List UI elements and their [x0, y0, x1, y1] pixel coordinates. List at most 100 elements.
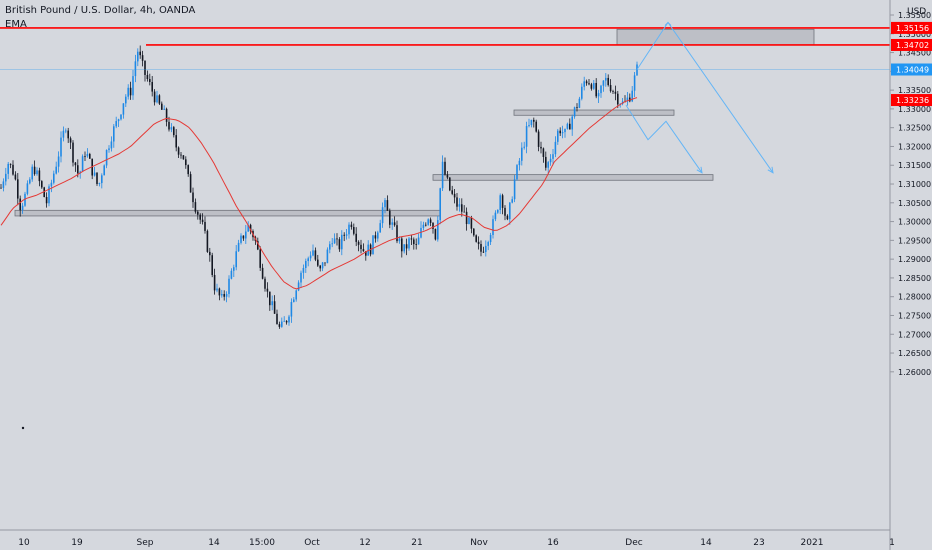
- candle-body: [482, 251, 485, 253]
- y-tick-label: 1.27000: [898, 330, 931, 339]
- candle-body: [393, 222, 396, 226]
- candle-body: [609, 85, 612, 92]
- candle-body: [446, 174, 449, 178]
- candle-body: [281, 321, 283, 327]
- candle-body: [381, 207, 384, 224]
- candle-body: [377, 232, 379, 239]
- y-tick-label: 1.30000: [898, 218, 931, 227]
- projection-arrowhead: [767, 166, 774, 174]
- candle-body: [581, 86, 583, 99]
- ema-line-group: [0, 97, 638, 290]
- candle-body: [103, 165, 105, 176]
- candle-body: [588, 83, 590, 85]
- candle-body: [545, 156, 547, 168]
- candle-body: [523, 146, 525, 148]
- candle-body: [434, 228, 437, 240]
- candle-body: [177, 147, 180, 155]
- symbol-title[interactable]: British Pound / U.S. Dollar, 4h, OANDA: [5, 5, 196, 16]
- candle-body: [549, 158, 552, 163]
- candle-body: [223, 294, 225, 297]
- candle-body: [410, 238, 413, 240]
- candle-body: [12, 164, 14, 175]
- candle-body: [96, 172, 98, 184]
- zone-box: [14, 209, 441, 217]
- candle-body: [240, 235, 242, 243]
- candle-body: [497, 209, 499, 213]
- candle-body: [117, 119, 120, 122]
- candle-body: [201, 219, 204, 222]
- candle-body: [105, 149, 108, 166]
- candle-body: [257, 240, 259, 250]
- price-lines: [0, 27, 890, 70]
- candle-body: [468, 217, 470, 225]
- candle-body: [283, 320, 285, 322]
- candle-body: [221, 294, 223, 296]
- candle-body: [614, 91, 617, 94]
- support-resistance-zones: [14, 28, 815, 217]
- candle-body: [600, 85, 602, 94]
- candle-body: [477, 241, 480, 245]
- candle-body: [384, 200, 386, 208]
- candle-body: [199, 214, 201, 220]
- candle-body: [492, 219, 494, 235]
- candle-body: [360, 244, 362, 250]
- candle-body: [362, 249, 365, 252]
- candle-body: [77, 165, 79, 174]
- candle-body: [233, 267, 235, 271]
- candle-body: [180, 154, 182, 156]
- candle-body: [413, 239, 415, 245]
- indicator-legend-ema[interactable]: EMA: [5, 19, 27, 30]
- price-label-box: [891, 63, 932, 76]
- candle-body: [60, 137, 62, 157]
- candle-body: [237, 242, 240, 252]
- candle-body: [41, 181, 43, 188]
- candle-body: [329, 244, 331, 250]
- candle-body: [338, 239, 341, 250]
- candle-body: [561, 132, 564, 134]
- candle-body: [504, 207, 506, 216]
- time-axis[interactable]: 10 19 Sep 14 15:00 Oct 12 21 Nov 16 Dec 14 23 2021 1: [18, 538, 895, 548]
- y-tick-label: 1.29000: [898, 255, 931, 264]
- candle-body: [333, 238, 336, 244]
- candle-body: [405, 244, 408, 249]
- price-label-box: [891, 21, 932, 34]
- candle-body: [14, 174, 17, 180]
- candle-body: [300, 272, 302, 283]
- y-tick-label: 1.33500: [898, 86, 931, 95]
- candle-body: [417, 237, 420, 245]
- candle-body: [324, 262, 326, 264]
- projection-arrowhead: [696, 166, 703, 174]
- candle-body: [612, 91, 614, 92]
- candle-body: [182, 155, 185, 160]
- candle-body: [487, 242, 489, 246]
- candle-body: [302, 267, 305, 273]
- candle-body: [569, 123, 571, 130]
- x-tick-label: 12: [359, 538, 370, 548]
- candle-body: [86, 153, 89, 157]
- candle-body: [185, 159, 187, 166]
- candle-body: [422, 224, 425, 228]
- candle-body: [494, 212, 497, 220]
- candle-body: [192, 192, 194, 203]
- candle-body: [425, 224, 427, 226]
- candle-body: [429, 219, 432, 223]
- zone-box: [513, 109, 675, 116]
- plot-area[interactable]: [0, 0, 890, 530]
- candle-body: [110, 141, 113, 149]
- x-tick-label: 19: [71, 538, 83, 548]
- candle-body: [590, 84, 593, 89]
- candle-body: [48, 186, 50, 204]
- candle-body: [170, 127, 173, 130]
- candle-body: [266, 288, 269, 292]
- y-tick-label: 1.32000: [898, 142, 931, 151]
- candle-body: [125, 96, 127, 104]
- price-label-text: 1.34049: [896, 65, 929, 74]
- candle-body: [439, 188, 441, 221]
- candle-body: [175, 135, 177, 148]
- candle-body: [129, 87, 132, 96]
- candle-body: [403, 244, 405, 252]
- candle-body: [151, 81, 153, 92]
- x-tick-label: 21: [411, 538, 422, 548]
